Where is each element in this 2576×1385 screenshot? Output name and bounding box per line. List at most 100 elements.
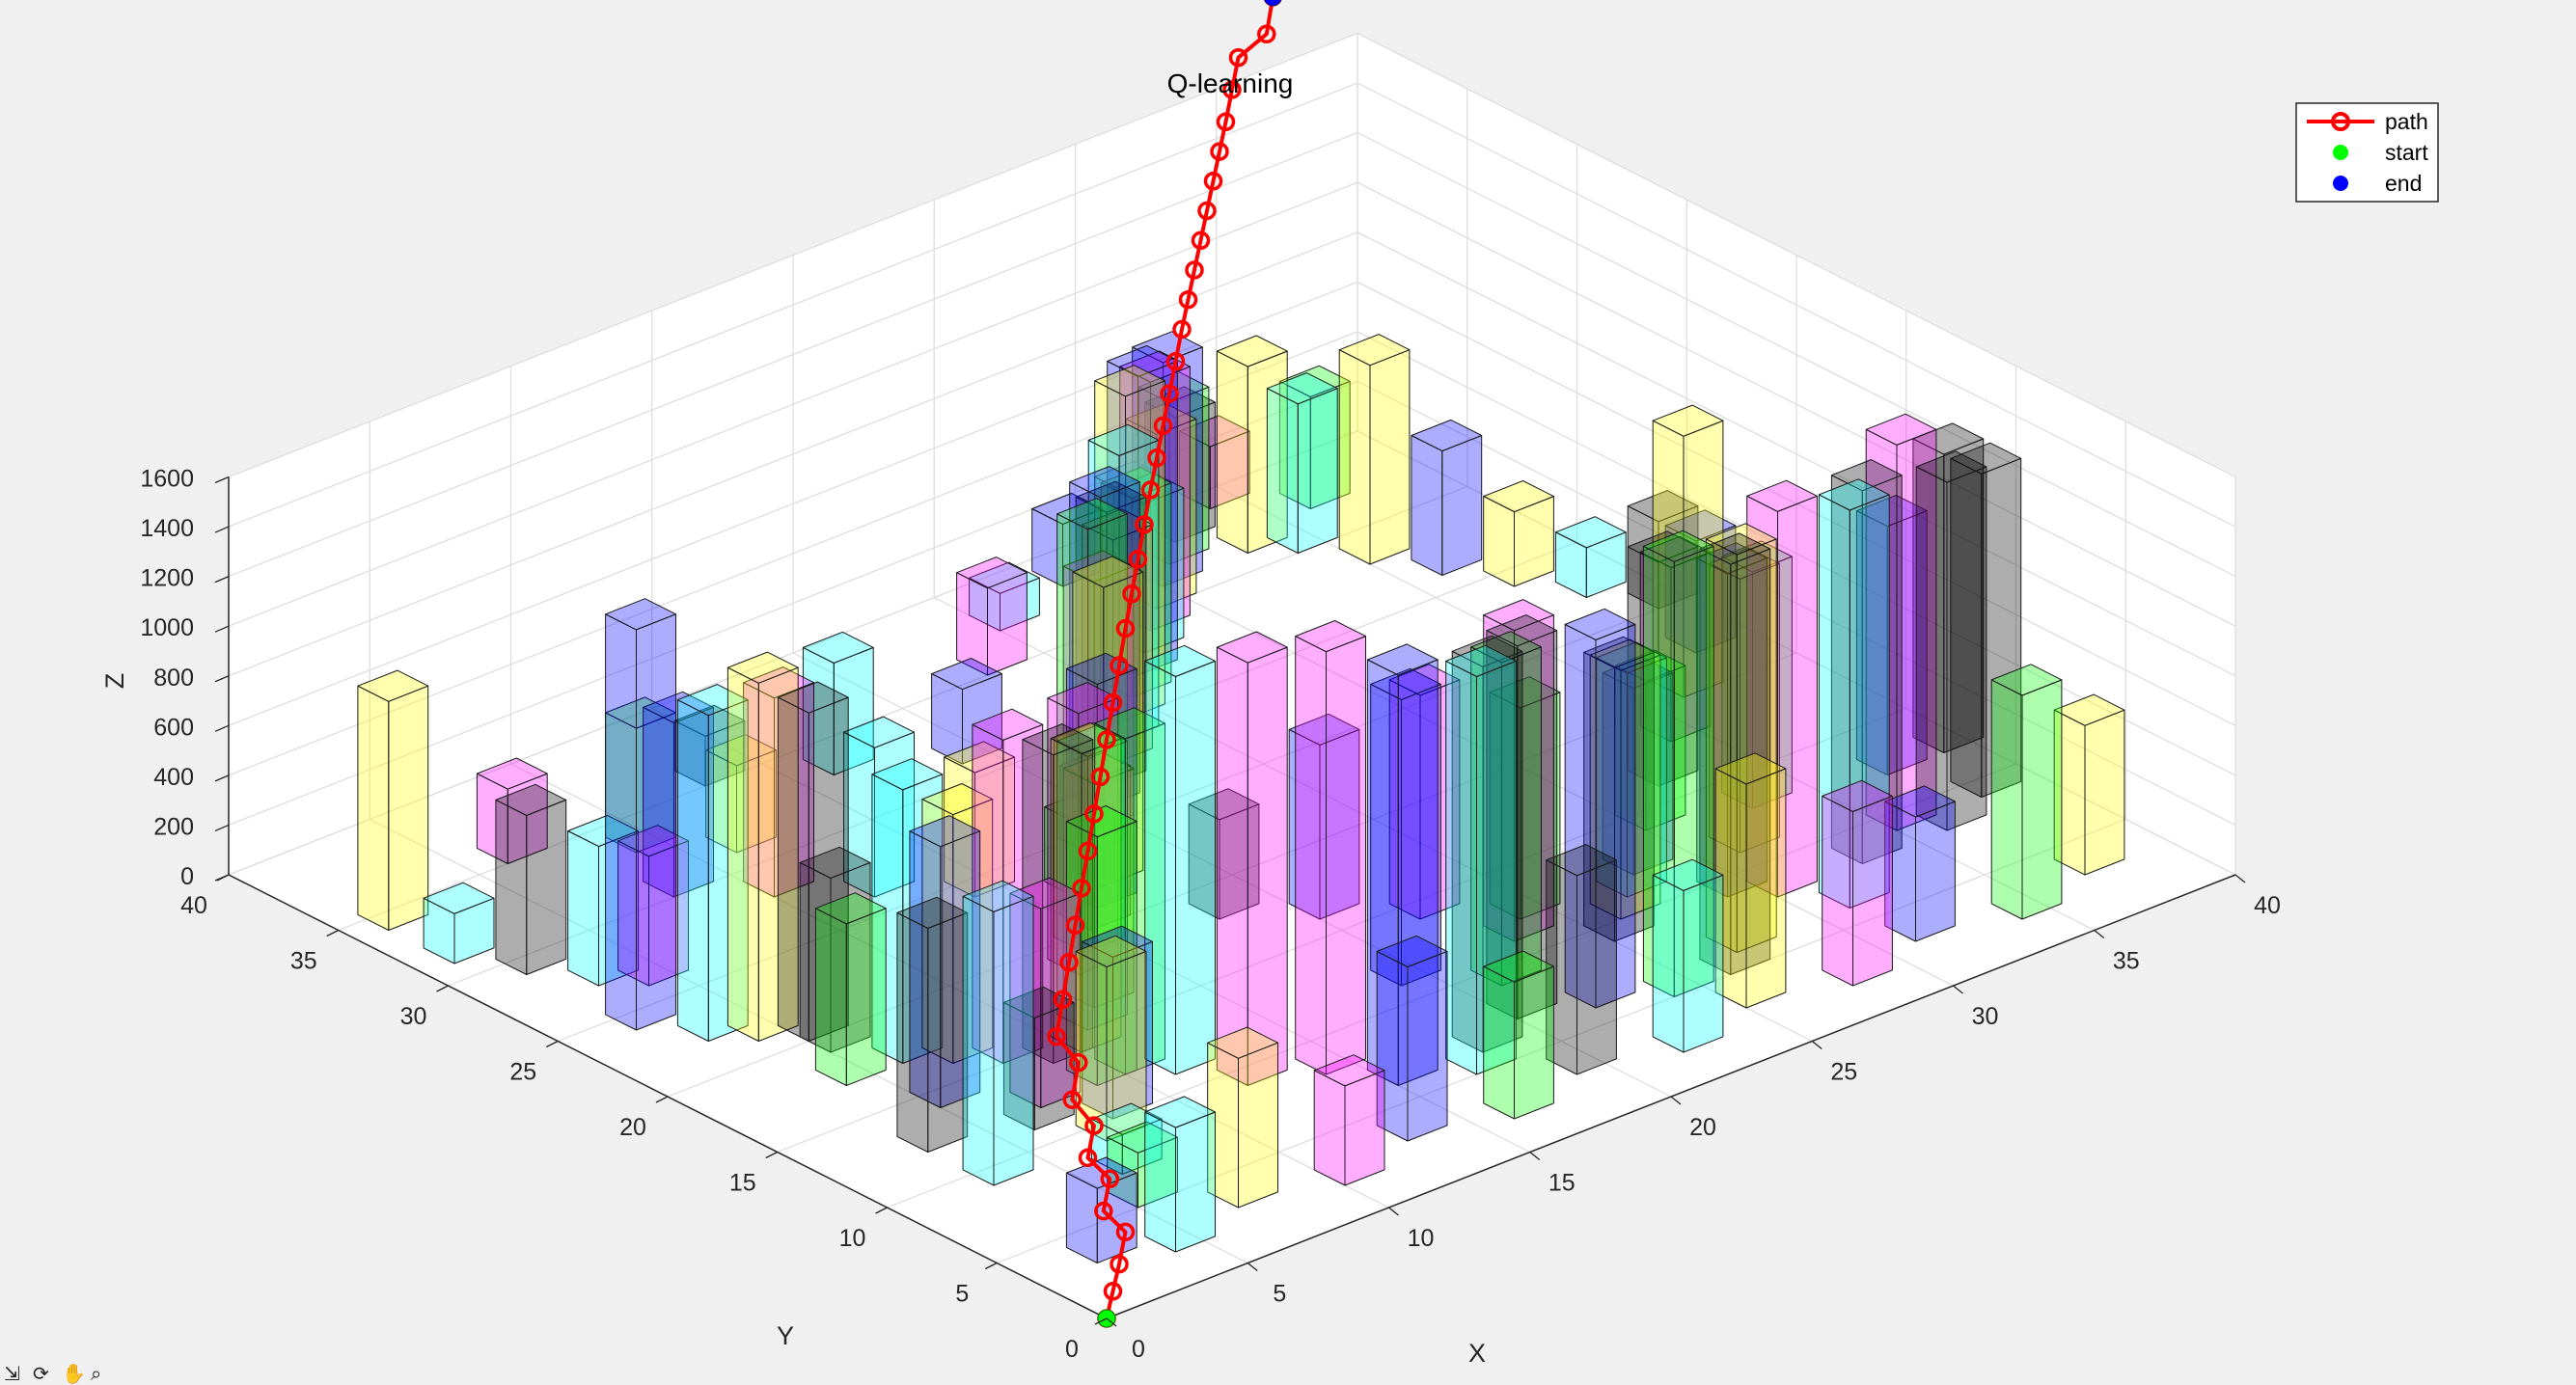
bar-face-front bbox=[1683, 874, 1724, 1053]
z-tick-mark bbox=[214, 475, 230, 484]
y-tick-mark bbox=[765, 1151, 779, 1159]
bar-face-side bbox=[814, 908, 847, 1086]
y-tick-mark bbox=[545, 1040, 559, 1048]
bar-face-top bbox=[1207, 1026, 1278, 1059]
bar-face-top bbox=[1583, 636, 1655, 668]
bar-face-top bbox=[676, 684, 749, 717]
bar-face-top bbox=[726, 651, 799, 684]
obstacle-bar bbox=[1483, 950, 1554, 1120]
obstacle-bar bbox=[605, 598, 676, 1031]
x-tick-label: 30 bbox=[1972, 1003, 1999, 1030]
bar-face-side bbox=[896, 911, 929, 1153]
path-marker bbox=[1210, 142, 1229, 161]
obstacle-bar bbox=[1370, 667, 1441, 987]
grid-line-z bbox=[228, 181, 2236, 627]
z-tick-label: 800 bbox=[153, 665, 194, 692]
obstacle-bar bbox=[1366, 643, 1439, 1086]
bar-face-top bbox=[1216, 335, 1288, 367]
grid-line-z bbox=[228, 331, 2236, 776]
z-axis-label: Z bbox=[100, 673, 129, 690]
y-tick-label: 30 bbox=[400, 1003, 427, 1030]
bar-face-top bbox=[1065, 805, 1137, 838]
bar-face-top bbox=[476, 757, 548, 790]
bar-face-top bbox=[1188, 788, 1260, 821]
z-tick-mark bbox=[214, 824, 230, 832]
bar-face-top bbox=[814, 892, 887, 925]
y-tick-mark bbox=[655, 1096, 669, 1103]
path-marker bbox=[1191, 231, 1211, 251]
obstacle-bar bbox=[1288, 713, 1360, 920]
z-tick-label: 0 bbox=[180, 863, 194, 890]
x-tick-label: 5 bbox=[1273, 1281, 1286, 1308]
x-tick-label: 40 bbox=[2254, 892, 2281, 919]
obstacle-bar bbox=[357, 669, 429, 931]
obstacle-bar bbox=[777, 681, 849, 1042]
obstacle-bar bbox=[1546, 844, 1617, 1075]
bar-face-top bbox=[1009, 877, 1082, 910]
bar-face-top bbox=[871, 758, 944, 791]
path-marker bbox=[1115, 1222, 1136, 1242]
legend-start-marker bbox=[2333, 145, 2348, 160]
rotate-icon[interactable]: ⟳ bbox=[33, 1362, 49, 1385]
bar-face-top bbox=[1546, 844, 1617, 877]
y-tick-label: 15 bbox=[729, 1170, 756, 1197]
bar-face-side bbox=[605, 613, 637, 1031]
zoom-icon[interactable]: ⌕ bbox=[91, 1362, 102, 1385]
bar-face-top bbox=[1564, 608, 1636, 640]
bar-face-front bbox=[1514, 965, 1554, 1120]
bar-face-top bbox=[605, 696, 676, 729]
obstacle-bar bbox=[1830, 459, 1903, 864]
bar-face-top bbox=[1855, 495, 1928, 528]
pan-icon[interactable]: ✋ bbox=[62, 1362, 86, 1385]
bar-face-front bbox=[1297, 388, 1338, 554]
x-tick-mark bbox=[1247, 1262, 1258, 1272]
bar-face-side bbox=[726, 666, 759, 1042]
axes-toolbar: ⇲ ⟳ ✋ ⌕ bbox=[0, 1362, 183, 1385]
bar-face-front bbox=[1247, 646, 1288, 1086]
obstacle-bar bbox=[2053, 693, 2125, 876]
path-marker bbox=[1203, 172, 1223, 191]
data-tips-icon[interactable]: ⇲ bbox=[4, 1362, 20, 1385]
bar-face-top bbox=[1822, 779, 1893, 812]
y-tick-mark bbox=[875, 1207, 888, 1214]
bar-face-side bbox=[962, 895, 995, 1186]
bar-face-top bbox=[1818, 478, 1890, 511]
path-series bbox=[1047, 0, 1282, 1328]
bar-face-top bbox=[896, 896, 969, 929]
bar-face-front bbox=[636, 613, 676, 1031]
path-marker bbox=[1115, 618, 1136, 638]
path-marker bbox=[1147, 448, 1166, 468]
bar-face-top bbox=[1915, 450, 1987, 483]
legend-path-marker bbox=[2331, 112, 2350, 131]
bar-face-top bbox=[643, 691, 714, 723]
bar-face-side bbox=[1990, 679, 2023, 920]
z-tick-label: 1200 bbox=[140, 565, 194, 592]
bar-face-side bbox=[1313, 1070, 1346, 1186]
legend[interactable]: path start end bbox=[2295, 102, 2439, 203]
bar-face-top bbox=[1087, 423, 1160, 456]
x-tick-mark bbox=[2094, 929, 2105, 939]
bar-face-top bbox=[1388, 664, 1461, 696]
bar-face-front bbox=[526, 799, 567, 975]
bar-face-top bbox=[357, 669, 429, 702]
obstacle-bar bbox=[1445, 644, 1517, 1075]
obstacle-bar bbox=[1411, 419, 1483, 576]
grid-line-z bbox=[228, 231, 2236, 677]
bar-face-front bbox=[845, 908, 887, 1086]
bar-face-top bbox=[1056, 498, 1128, 530]
obstacle-bar bbox=[1090, 1102, 1163, 1175]
end-marker bbox=[1264, 0, 1282, 7]
bar-face-top bbox=[1950, 442, 2022, 475]
x-tick-label: 35 bbox=[2113, 948, 2140, 975]
path-marker bbox=[1103, 692, 1123, 713]
x-tick-mark bbox=[1811, 1040, 1822, 1050]
z-tick-mark bbox=[214, 576, 230, 584]
bar-face-top bbox=[1489, 676, 1561, 709]
bar-face-front bbox=[927, 911, 969, 1153]
path-marker bbox=[1097, 730, 1116, 749]
bar-face-top bbox=[1990, 664, 2063, 696]
bar-face-top bbox=[1912, 422, 1985, 455]
path-marker bbox=[1172, 319, 1192, 339]
path-marker bbox=[1103, 1282, 1123, 1301]
path-marker bbox=[1153, 416, 1173, 436]
